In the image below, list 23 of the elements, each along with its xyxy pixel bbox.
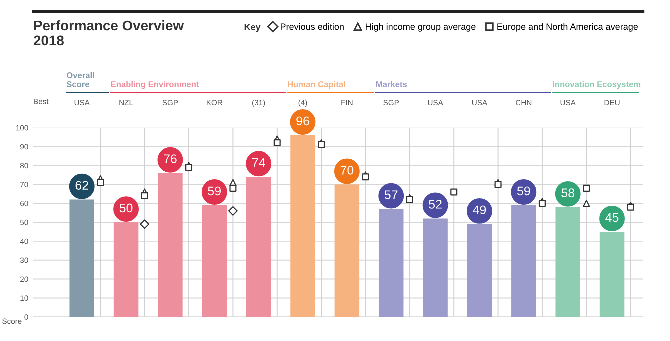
data-label: 45 xyxy=(606,213,619,222)
chart-title: Performance Overview 2018 xyxy=(34,20,184,46)
data-label: 96 xyxy=(296,116,310,126)
legend-label: High income group average xyxy=(366,23,476,32)
data-label: 57 xyxy=(384,190,398,200)
data-label: 74 xyxy=(252,158,266,168)
data-label: 50 xyxy=(120,204,133,213)
legend-label: Previous edition xyxy=(281,23,344,30)
data-label: 70 xyxy=(340,166,354,175)
text: Markets xyxy=(376,81,408,88)
data-label: 52 xyxy=(429,200,442,209)
legend-label: Europe and North America average xyxy=(498,23,638,32)
legend-title: Key xyxy=(244,24,261,32)
data-label: 58 xyxy=(562,188,574,198)
data-label: 59 xyxy=(208,186,222,196)
text: Human Capital xyxy=(288,81,346,90)
data-label: 62 xyxy=(76,181,88,190)
data-label: 59 xyxy=(517,186,530,196)
text: Innovation Ecosystem xyxy=(553,81,641,90)
data-label: 76 xyxy=(164,154,177,164)
data-label: 49 xyxy=(473,206,486,215)
text: Overall Score xyxy=(66,72,94,88)
text: Enabling Environment xyxy=(111,81,200,90)
